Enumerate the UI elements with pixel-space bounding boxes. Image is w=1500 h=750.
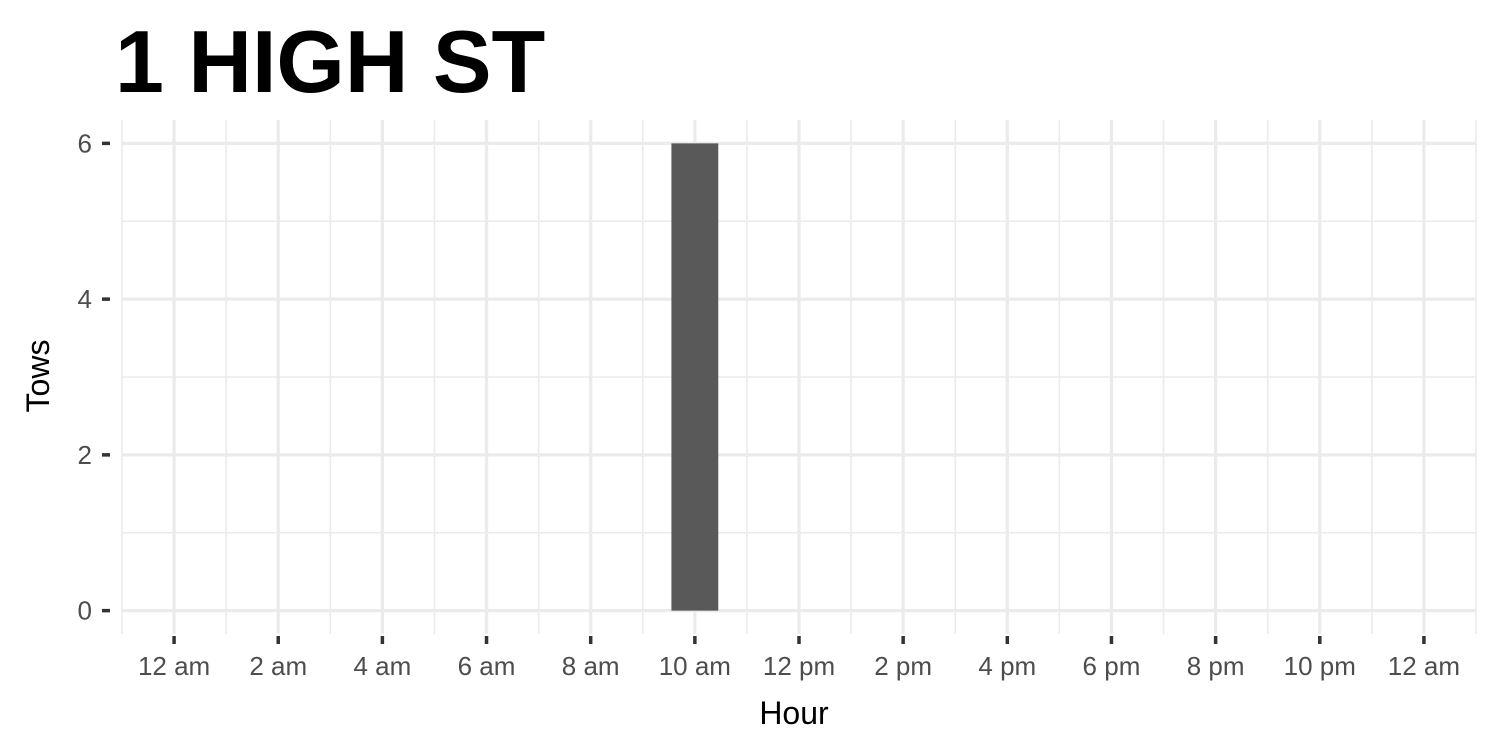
chart-title: 1 HIGH ST	[115, 12, 545, 111]
y-tick-label: 0	[78, 596, 92, 626]
y-tick-label: 2	[78, 440, 92, 470]
x-tick-label: 10 pm	[1284, 651, 1356, 681]
axes: 0 2 4 6 12 am 2 am 4 am 6 am 8 am 10 am 12 pm 2 pm 4…	[78, 128, 1461, 681]
x-tick-label: 12 pm	[763, 651, 835, 681]
x-tick-label: 6 pm	[1083, 651, 1141, 681]
bars	[671, 143, 719, 611]
x-tick-label: 6 am	[458, 651, 516, 681]
x-axis-title: Hour	[759, 695, 829, 731]
grid	[121, 120, 1477, 634]
x-tick-label: 4 pm	[978, 651, 1036, 681]
x-tick-label: 12 am	[1388, 651, 1460, 681]
y-tick-label: 4	[78, 284, 92, 314]
x-tick-label: 2 am	[249, 651, 307, 681]
x-tick-label: 2 pm	[874, 651, 932, 681]
y-axis-title: Tows	[20, 340, 56, 413]
x-tick-label: 8 pm	[1187, 651, 1245, 681]
x-tick-label: 10 am	[659, 651, 731, 681]
y-tick-label: 6	[78, 128, 92, 158]
x-tick-label: 12 am	[138, 651, 210, 681]
bar	[671, 143, 719, 611]
x-tick-label: 4 am	[353, 651, 411, 681]
x-tick-label: 8 am	[562, 651, 620, 681]
